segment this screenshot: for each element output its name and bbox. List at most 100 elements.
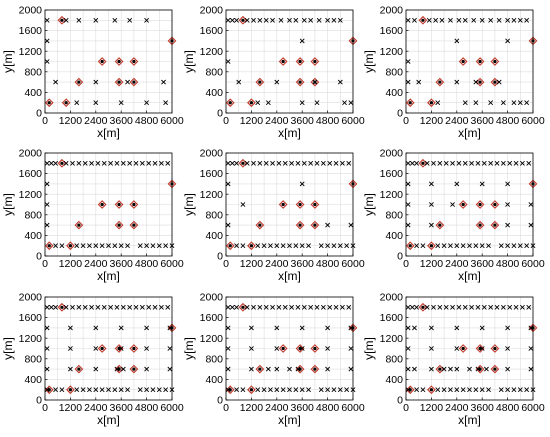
x-marker xyxy=(152,304,158,310)
x-marker xyxy=(405,222,411,228)
x-marker xyxy=(488,17,494,23)
x-marker xyxy=(412,325,417,331)
x-marker xyxy=(299,387,305,393)
x-marker xyxy=(225,160,231,166)
x-marker xyxy=(431,304,436,310)
x-marker xyxy=(240,243,246,249)
x-marker xyxy=(44,181,50,187)
x-marker xyxy=(53,387,59,393)
x-marker xyxy=(118,346,124,351)
x-marker xyxy=(234,243,240,249)
y-axis-label: y[m] xyxy=(1,337,15,360)
x-marker xyxy=(240,387,246,393)
x-axis-label: x[m] xyxy=(278,269,301,283)
x-marker xyxy=(467,387,472,393)
x-marker xyxy=(325,243,331,249)
x-marker xyxy=(517,17,523,23)
x-marker xyxy=(274,79,280,85)
diamond-marker-center xyxy=(421,305,425,309)
x-tick-label: 4800 xyxy=(496,258,520,270)
x-marker xyxy=(454,38,460,44)
diamond-marker xyxy=(74,77,84,87)
diamond-marker-center xyxy=(258,367,262,371)
y-tick-label: 0 xyxy=(36,108,42,120)
x-marker xyxy=(80,387,86,393)
x-marker xyxy=(70,160,75,166)
diamond-marker-center xyxy=(478,202,482,207)
x-marker xyxy=(513,304,519,310)
diamond-marker-center xyxy=(298,202,302,207)
diamond-marker xyxy=(475,200,485,209)
x-marker xyxy=(348,100,354,106)
x-marker xyxy=(528,222,534,228)
x-marker xyxy=(494,160,500,166)
diamond-marker xyxy=(475,57,485,66)
x-marker xyxy=(473,387,479,393)
x-marker xyxy=(505,243,511,249)
diamond-marker xyxy=(310,344,320,353)
x-marker xyxy=(276,160,282,166)
x-marker xyxy=(165,160,171,166)
x-tick-label: 4800 xyxy=(316,115,340,127)
x-marker xyxy=(146,304,152,310)
y-tick-label: 400 xyxy=(24,87,42,99)
diamond-marker-center xyxy=(77,223,81,227)
x-marker xyxy=(146,160,152,166)
diamond-marker-center xyxy=(132,59,136,64)
x-marker xyxy=(500,160,506,166)
diamond-marker xyxy=(458,344,468,353)
x-marker xyxy=(306,387,311,393)
axes-box xyxy=(44,296,173,401)
x-marker xyxy=(289,304,295,310)
x-marker xyxy=(76,304,82,310)
x-marker xyxy=(74,100,80,106)
y-tick-label: 400 xyxy=(205,230,223,242)
x-marker xyxy=(299,38,305,44)
x-marker xyxy=(295,304,301,310)
y-tick-label: 2000 xyxy=(200,292,224,304)
x-marker xyxy=(95,304,101,310)
x-marker xyxy=(137,387,143,393)
diamond-marker-center xyxy=(228,101,232,105)
x-tick-label: 6000 xyxy=(160,115,184,127)
x-marker xyxy=(158,160,164,166)
x-marker xyxy=(280,387,286,393)
y-tick-label: 2000 xyxy=(380,148,404,160)
x-marker xyxy=(448,17,453,23)
diamond-marker-center xyxy=(132,202,136,207)
diamond-marker-center xyxy=(228,244,232,248)
y-tick-label: 1600 xyxy=(200,25,224,37)
x-marker xyxy=(428,346,434,351)
y-axis-label: y[m] xyxy=(182,193,196,216)
diamond-marker xyxy=(295,364,305,374)
diamond-marker-center xyxy=(493,80,497,84)
y-tick-label: 0 xyxy=(36,251,42,263)
x-marker xyxy=(118,325,124,331)
x-marker xyxy=(337,243,343,249)
x-marker xyxy=(333,160,339,166)
diamond-marker-center xyxy=(438,223,442,227)
x-marker xyxy=(44,17,50,23)
diamond-marker xyxy=(225,385,235,395)
diamond-marker-center xyxy=(478,223,482,227)
x-marker xyxy=(486,387,491,393)
x-marker xyxy=(405,387,411,393)
x-marker xyxy=(144,243,150,249)
x-marker xyxy=(274,346,280,351)
x-marker xyxy=(144,387,150,393)
x-marker xyxy=(278,17,284,23)
diamond-marker-center xyxy=(77,80,81,84)
x-tick-label: 3600 xyxy=(471,402,495,414)
x-marker xyxy=(405,202,411,207)
x-tick-label: 1200 xyxy=(59,258,83,270)
x-tick-label: 0 xyxy=(223,115,229,127)
x-marker xyxy=(150,387,156,393)
x-tick-label: 1200 xyxy=(240,402,264,414)
diamond-marker-center xyxy=(117,223,121,227)
x-marker xyxy=(505,346,511,351)
x-marker xyxy=(93,17,99,23)
x-tick-label: 0 xyxy=(42,115,48,127)
x-marker xyxy=(293,243,299,249)
x-marker xyxy=(519,304,525,310)
x-marker xyxy=(456,17,462,23)
